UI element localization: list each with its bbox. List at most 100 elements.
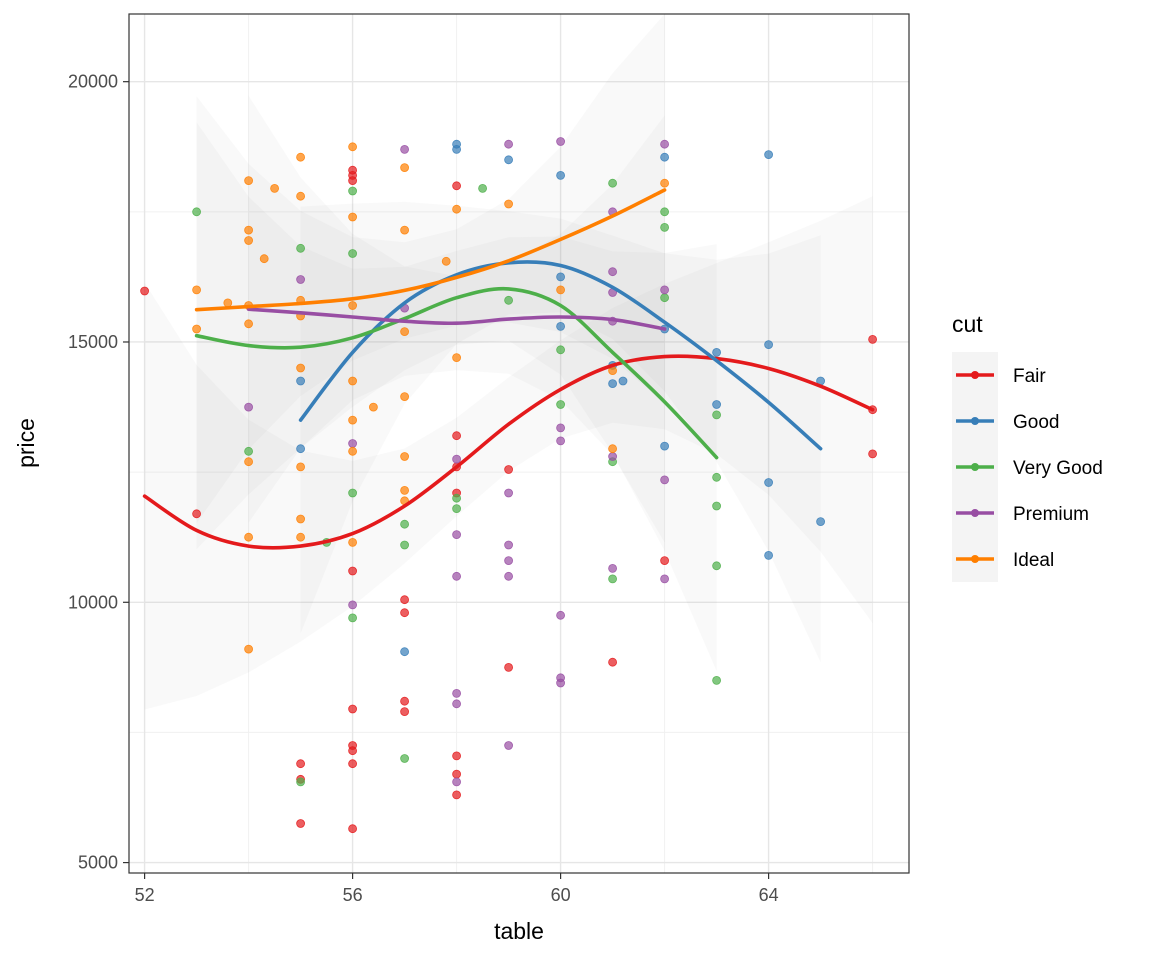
data-point [556,272,565,282]
data-point [712,501,721,511]
data-point [660,285,669,295]
data-point [764,478,773,487]
legend-key-point [971,555,979,563]
data-point [259,254,269,264]
data-point [296,532,306,542]
data-point [348,824,358,834]
data-point [452,530,462,539]
data-point [441,256,451,266]
data-point [192,285,202,295]
data-point [504,139,514,149]
confidence-ribbon [248,95,665,543]
data-point [244,457,254,467]
data-points [140,137,877,834]
data-point [400,519,410,529]
data-point [712,400,721,409]
data-point [244,319,254,329]
x-axis-title: table [494,918,544,944]
data-point [348,176,358,186]
data-point [712,410,721,420]
x-tick-label: 56 [343,885,363,905]
legend-item-very-good: Very Good [952,444,1103,490]
data-point [452,181,462,191]
plot-panel [129,14,909,873]
data-point [660,207,669,217]
data-point [556,345,565,355]
data-point [712,676,721,685]
y-axis-title: price [13,418,39,468]
data-point [660,475,669,485]
x-tick-label: 60 [551,885,571,905]
y-tick-label: 10000 [68,592,118,612]
legend: cut Fair Good Very Good Premium Ideal [952,311,1103,582]
data-point [400,595,410,605]
data-point [556,170,565,180]
data-point [400,452,410,461]
data-point [368,402,378,412]
data-point [400,707,410,716]
data-point [452,790,462,800]
data-point [478,183,488,193]
data-point [556,423,565,433]
data-point [192,207,202,217]
smooth-line-good [298,260,823,451]
confidence-ribbon [144,196,873,710]
data-point [452,571,462,581]
data-point [608,574,617,584]
data-point [764,551,773,560]
data-point [296,777,306,787]
data-point [556,610,565,620]
data-point [608,452,617,461]
data-point [400,485,410,495]
data-point [296,152,306,162]
x-tick-label: 52 [135,885,155,905]
data-point [556,678,565,688]
data-point [400,225,410,235]
data-point [296,759,306,769]
data-point [244,236,254,245]
data-point [608,564,617,573]
data-point [608,178,617,188]
data-point [452,504,462,514]
x-tick-label: 64 [759,885,779,905]
data-point [556,436,565,446]
data-point [400,163,410,173]
confidence-ribbon [300,201,821,663]
legend-key-point [971,463,979,471]
data-point [868,334,877,344]
data-point [764,150,773,160]
legend-label: Very Good [1013,458,1103,479]
legend-item-ideal: Ideal [952,536,1054,582]
data-point [608,267,617,277]
data-point [504,465,514,474]
plot-border [128,13,910,874]
data-point [504,663,514,672]
data-point [504,540,514,550]
data-point [296,243,306,253]
legend-label: Premium [1013,504,1089,525]
data-point [608,444,617,454]
data-point [504,295,514,305]
confidence-ribbon [196,14,665,524]
data-point [618,376,628,386]
data-point [348,212,358,222]
data-point [504,741,514,750]
data-point [400,540,410,550]
data-point [660,139,669,149]
data-point [348,488,358,498]
data-point [452,204,462,214]
data-point [452,769,462,779]
data-point [660,222,669,232]
data-point [400,327,410,337]
data-point [348,186,358,196]
data-point [296,376,306,386]
axes: 52 56 60 64 5000 10000 15000 20000 [68,72,779,905]
data-point [348,538,358,547]
data-point [244,532,254,542]
data-point [223,298,233,308]
data-point [348,566,358,576]
data-point [660,441,669,451]
data-point [452,431,462,441]
data-point [244,446,254,456]
